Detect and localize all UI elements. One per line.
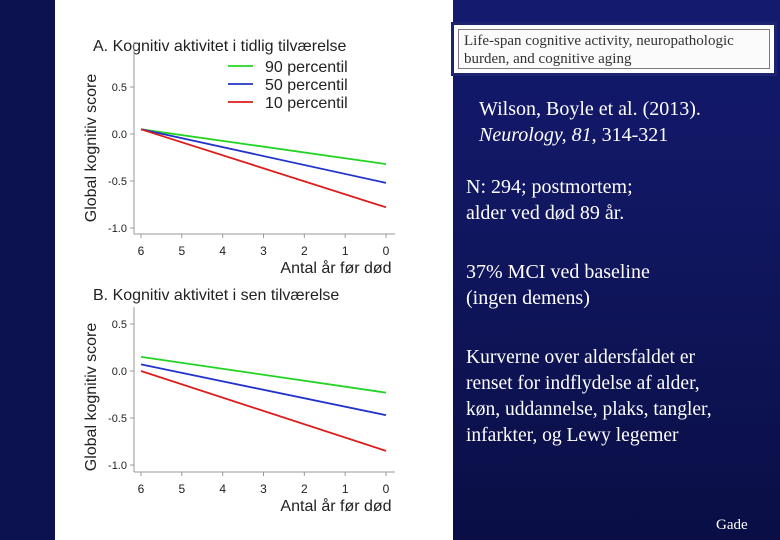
- x-tick-label: 5: [178, 244, 185, 258]
- x-tick-label: 2: [301, 244, 308, 258]
- series-line-90-percentil: [140, 128, 387, 165]
- citation-journal: Neurology, 81: [479, 124, 592, 146]
- y-tick-label: -1.0: [108, 223, 127, 235]
- baseline-line-2: (ingen demens): [466, 287, 590, 309]
- y-tick-label: 0.5: [112, 82, 127, 94]
- x-axis-label: Antal år før død: [280, 259, 391, 277]
- y-tick-label: 0.0: [112, 129, 127, 141]
- x-tick-label: 0: [383, 482, 390, 496]
- legend-label: 50 percentil: [265, 77, 348, 94]
- x-tick-label: 6: [138, 482, 145, 496]
- y-axis-label: Global kognitiv score: [83, 74, 100, 223]
- citation-authors: Wilson, Boyle et al. (2013).: [479, 98, 701, 120]
- citation: Wilson, Boyle et al. (2013). Neurology, …: [479, 96, 774, 148]
- adjustment-line-1: Kurverne over aldersfaldet er: [466, 347, 696, 368]
- x-tick-label: 2: [301, 482, 308, 496]
- x-tick-label: 3: [260, 482, 267, 496]
- chart-title: A. Kognitiv aktivitet i tidlig tilværels…: [93, 38, 347, 55]
- adjustment-note: Kurverne over aldersfaldet er renset for…: [466, 345, 771, 449]
- x-tick-label: 1: [342, 244, 349, 258]
- x-tick-label: 4: [219, 482, 226, 496]
- paper-title-box: Life-span cognitive activity, neuropatho…: [451, 22, 777, 76]
- citation-source: Neurology, 81, 314-321: [479, 122, 774, 148]
- y-tick-label: -0.5: [108, 176, 127, 188]
- series-line-50-percentil: [140, 128, 387, 184]
- legend-label: 90 percentil: [265, 59, 348, 76]
- chart-title: B. Kognitiv aktivitet i sen tilværelse: [93, 287, 339, 304]
- x-axis-label: Antal år før død: [280, 497, 391, 515]
- adjustment-line-4: infarkter, og Lewy legemer: [466, 425, 679, 446]
- chart-figure: A. Kognitiv aktivitet i tidlig tilværels…: [83, 38, 395, 515]
- series-line-1-1: [140, 363, 387, 417]
- x-tick-label: 3: [260, 244, 267, 258]
- adjustment-line-3: køn, uddannelse, plaks, tangler,: [466, 399, 712, 420]
- baseline-line-1: 37% MCI ved baseline: [466, 261, 650, 283]
- y-tick-label: -1.0: [108, 460, 127, 472]
- x-tick-label: 1: [342, 482, 349, 496]
- slide-margin: [0, 0, 55, 540]
- adjustment-line-2: renset for indflydelse af alder,: [466, 373, 700, 394]
- paper-title: Life-span cognitive activity, neuropatho…: [464, 33, 734, 67]
- series-line-1-0: [140, 356, 387, 394]
- y-axis-label: Global kognitiv score: [83, 323, 100, 472]
- baseline-description: 37% MCI ved baseline (ingen demens): [466, 259, 771, 311]
- y-tick-label: -0.5: [108, 413, 127, 425]
- series-line-1-2: [140, 370, 387, 452]
- sample-description: N: 294; postmortem; alder ved død 89 år.: [466, 174, 771, 226]
- paper-title-inner: Life-span cognitive activity, neuropatho…: [458, 29, 770, 69]
- sample-line-1: N: 294; postmortem;: [466, 176, 633, 198]
- series-line-10-percentil: [140, 128, 387, 209]
- figure-panel: A. Kognitiv aktivitet i tidlig tilværels…: [55, 0, 453, 540]
- y-tick-label: 0.5: [112, 319, 127, 331]
- sample-line-2: alder ved død 89 år.: [466, 202, 625, 224]
- legend-label: 10 percentil: [265, 95, 348, 112]
- footer-author: Gade: [716, 517, 748, 533]
- x-tick-label: 5: [178, 482, 185, 496]
- x-tick-label: 6: [138, 244, 145, 258]
- x-tick-label: 0: [383, 244, 390, 258]
- x-tick-label: 4: [219, 244, 226, 258]
- y-tick-label: 0.0: [112, 366, 127, 378]
- citation-pages: , 314-321: [591, 124, 669, 146]
